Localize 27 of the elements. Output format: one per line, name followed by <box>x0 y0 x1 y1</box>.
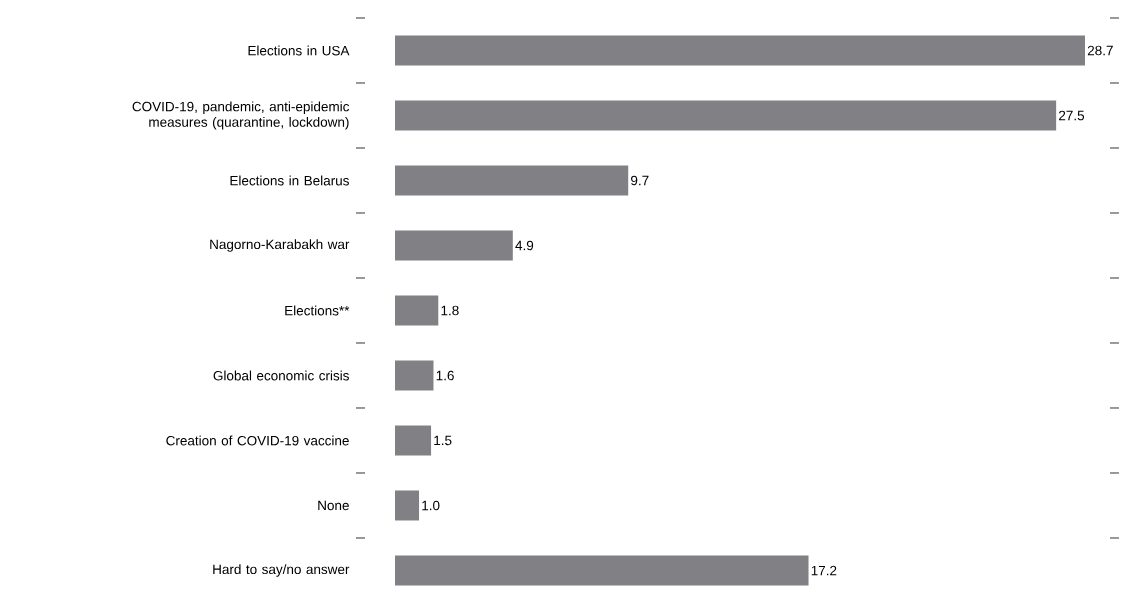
data-label: 4.9 <box>515 240 534 251</box>
bar <box>395 230 513 261</box>
y-tick-label: Global economic crisis <box>213 370 349 381</box>
bar <box>395 490 420 521</box>
data-label: 1.6 <box>436 370 454 381</box>
bar <box>395 425 432 456</box>
y-tick-label: Elections** <box>285 305 350 316</box>
data-label: 1.5 <box>434 435 452 446</box>
y-tick-label: Nagorno-Karabakh war <box>210 239 350 252</box>
data-label: 27.5 <box>1059 110 1085 121</box>
y-tick-label: Elections in USA <box>248 45 350 56</box>
bar <box>395 295 439 326</box>
y-tick-label: None <box>318 500 349 511</box>
y-tick-label: Elections in Belarus <box>230 175 349 186</box>
y-tick-label: COVID-19, pandemic, anti-epidemic measures (quarantine, lockdown) <box>132 101 350 130</box>
data-label: 17.2 <box>811 565 837 576</box>
bar <box>395 100 1057 131</box>
bar <box>395 555 809 586</box>
data-label: 9.7 <box>631 175 649 186</box>
bar <box>395 165 629 196</box>
bar <box>395 35 1085 66</box>
y-tick-label: Creation of COVID-19 vaccine <box>166 435 349 446</box>
bar <box>395 360 434 391</box>
data-label: 1.0 <box>422 500 440 511</box>
data-label: 28.7 <box>1087 45 1113 56</box>
y-tick-label: Hard to say/no answer <box>213 564 350 577</box>
data-label: 1.8 <box>441 305 459 316</box>
